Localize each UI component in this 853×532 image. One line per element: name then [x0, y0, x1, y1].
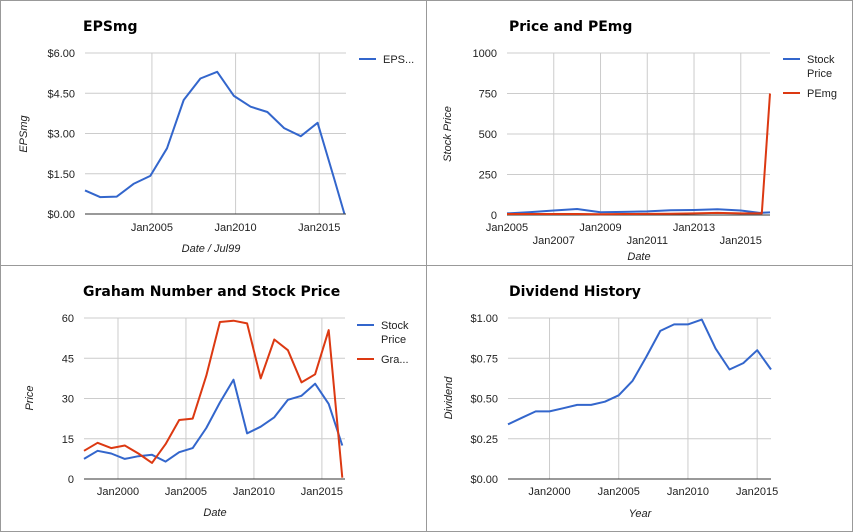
y-tick-label: 30: [62, 394, 74, 406]
legend-label-2: Gra...: [381, 354, 409, 366]
y-tick-label: $6.00: [47, 48, 75, 60]
series-line-2: [83, 319, 344, 478]
y-axis-title: Dividend: [443, 376, 455, 420]
series-line-2: [507, 93, 771, 216]
x-tick-label: Jan2015: [301, 486, 343, 498]
legend-label-1: EPS...: [383, 54, 414, 66]
chart-svg-graham: 0 15 30 45 60 Jan2000 Jan2005 Jan2010 Jan2015 Dat…: [24, 313, 409, 519]
chart-panel-price-pe: Price and PEmg 0 250 500 750 1000 Jan2005 Jan2…: [426, 0, 853, 266]
y-tick-label: 0: [491, 210, 497, 222]
y-tick-label: $0.50: [470, 394, 498, 406]
x-tick-label: Jan2011: [627, 235, 668, 247]
x-tick-label: Jan2009: [579, 222, 621, 234]
x-tick-label: Jan2005: [486, 222, 528, 234]
chart-panel-dividend: Dividend History $0.00 $0.25 $0.50 $0.75 $1.…: [426, 265, 853, 532]
x-tick-label: Jan2015: [720, 235, 762, 247]
y-tick-label: $0.75: [470, 353, 498, 365]
x-tick-label: Jan2000: [528, 486, 570, 498]
legend-label-1: Stock Price: [381, 320, 409, 346]
chart-title: Dividend History: [509, 284, 641, 300]
chart-title: Graham Number and Stock Price: [83, 284, 341, 300]
x-axis-title: Date: [203, 507, 226, 519]
chart-title: Price and PEmg: [509, 19, 633, 35]
x-tick-label: Jan2000: [97, 486, 139, 498]
chart-svg-eps: $0.00 $1.50 $3.00 $4.50 $6.00 Jan2005 Jan2010 J…: [18, 48, 414, 255]
chart-title: EPSmg: [83, 19, 138, 35]
legend-label-1: Stock Price: [807, 54, 835, 80]
y-tick-label: $3.00: [47, 129, 75, 141]
y-tick-label: $0.00: [47, 209, 75, 221]
x-tick-label: Jan2005: [165, 486, 207, 498]
chart-svg-dividend: $0.00 $0.25 $0.50 $0.75 $1.00 Jan2000 Jan2005 J…: [443, 313, 778, 520]
y-tick-label: $1.50: [47, 169, 75, 181]
y-tick-label: 750: [479, 89, 497, 101]
y-tick-label: $0.00: [470, 474, 498, 486]
y-axis-title: Price: [24, 385, 36, 410]
y-tick-label: 15: [62, 434, 74, 446]
y-tick-label: 0: [68, 474, 74, 486]
y-axis-title: Stock Price: [442, 106, 454, 162]
x-tick-label: Jan2010: [233, 486, 275, 498]
y-tick-label: 500: [479, 129, 497, 141]
x-tick-label: Jan2013: [673, 222, 715, 234]
series-line-1: [84, 70, 346, 214]
x-tick-label: Jan2010: [667, 486, 709, 498]
y-tick-label: 1000: [473, 48, 497, 60]
y-tick-label: 45: [62, 353, 74, 365]
x-tick-label: Jan2005: [131, 222, 173, 234]
y-tick-label: 60: [62, 313, 74, 325]
y-tick-label: $0.25: [470, 434, 498, 446]
y-tick-label: $4.50: [47, 88, 75, 100]
x-tick-label: Jan2015: [736, 486, 778, 498]
x-tick-label: Jan2005: [598, 486, 640, 498]
x-tick-label: Jan2015: [298, 222, 340, 234]
series-line-1: [506, 208, 771, 215]
y-tick-label: 250: [479, 170, 497, 182]
y-tick-label: $1.00: [470, 313, 498, 325]
chart-panel-eps: EPSmg $0.00 $1.50 $3.00 $4.50 $6.00 Jan2005 Ja…: [0, 0, 427, 266]
x-axis-title: Date / Jul99: [182, 243, 241, 255]
x-tick-label: Jan2007: [533, 235, 575, 247]
chart-panel-graham: Graham Number and Stock Price 0 15 30 45 60 J…: [0, 265, 427, 532]
series-line-1: [507, 318, 772, 426]
x-tick-label: Jan2010: [214, 222, 256, 234]
y-axis-title: EPSmg: [18, 114, 30, 152]
legend-label-2: PEmg: [807, 88, 837, 100]
x-axis-title: Year: [629, 508, 653, 520]
series-line-1: [83, 378, 344, 463]
chart-svg-price-pe: 0 250 500 750 1000 Jan2005 Jan2007 Jan2009 Jan20…: [442, 48, 837, 263]
x-axis-title: Date: [627, 251, 650, 263]
